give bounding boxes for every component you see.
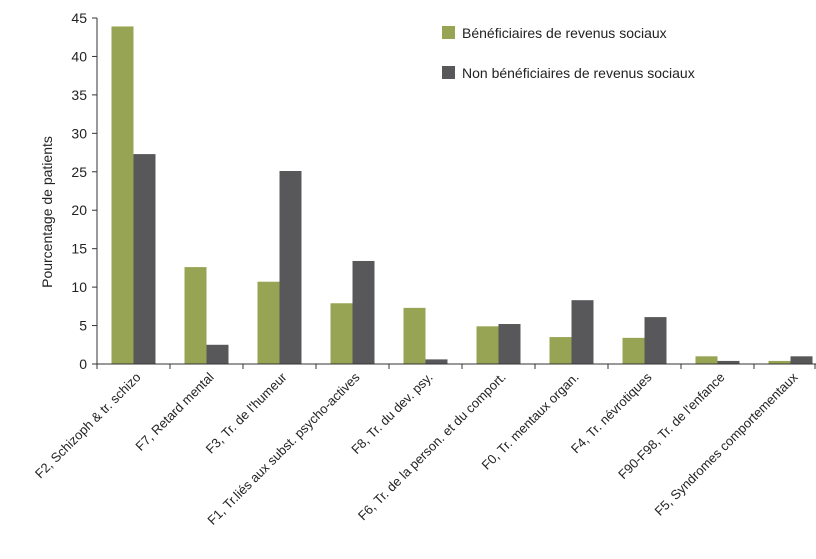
legend: Bénéficiaires de revenus sociaux Non béné… [442,25,695,81]
y-tick-label: 0 [79,356,87,372]
legend-label-1: Bénéficiaires de revenus sociaux [462,25,667,41]
bar-series-1-cat-8 [622,337,645,364]
x-category-label: F5, Syndromes comportementaux [652,369,801,518]
bar-series-1-cat-7 [549,337,572,364]
bar-series-1-cat-2 [184,267,207,364]
bars-group [111,26,813,365]
x-category-label: F7, Retard mental [132,369,216,453]
bar-series-2-cat-6 [498,324,521,364]
x-category-label: F2, Schizoph & tr. schizo [32,370,144,482]
y-tick-label: 45 [71,10,87,26]
x-category-label: F1, Tr.liés aux subst. psycho-actives [204,369,363,528]
x-category-label: F6, Tr. de la person. et du comport. [355,370,509,524]
bar-series-1-cat-1 [111,26,134,365]
bar-series-2-cat-10 [790,356,813,364]
y-tick-label: 25 [71,164,87,180]
y-tick-label: 15 [71,241,87,257]
bar-series-1-cat-4 [330,303,353,364]
y-tick-label: 30 [71,125,87,141]
y-tick-label: 35 [71,87,87,103]
bar-series-2-cat-5 [425,359,448,364]
legend-swatch-1 [442,26,455,39]
y-tick-label: 40 [71,48,87,64]
y-axis-title: Pourcentage de patients [39,136,55,288]
bar-series-2-cat-9 [717,360,740,364]
bar-series-1-cat-10 [768,360,791,364]
bar-series-1-cat-3 [257,281,280,364]
x-category-label: F4, Tr. névrotiques [568,369,655,456]
y-tick-label: 5 [79,318,87,334]
bar-series-2-cat-1 [133,154,156,364]
bar-series-2-cat-4 [352,260,375,364]
legend-swatch-2 [442,66,455,79]
bar-series-2-cat-8 [644,317,667,364]
bar-series-2-cat-3 [279,171,302,364]
bar-series-2-cat-2 [206,344,229,364]
bar-series-1-cat-6 [476,326,499,364]
legend-label-2: Non bénéficiaires de revenus sociaux [462,65,695,81]
bar-series-1-cat-9 [695,356,718,364]
bar-series-2-cat-7 [571,300,594,364]
y-tick-label: 20 [71,202,87,218]
bar-series-1-cat-5 [403,307,426,364]
y-tick-label: 10 [71,279,87,295]
